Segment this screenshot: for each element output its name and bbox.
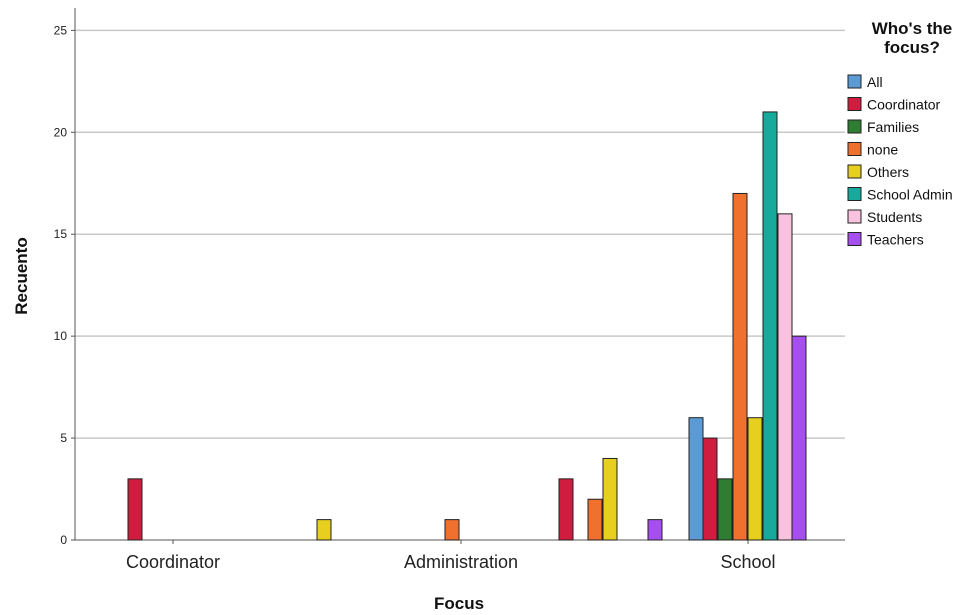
bar-school-school-admin <box>762 111 778 541</box>
bar-school-students <box>777 213 793 541</box>
legend-label-all: All <box>867 74 883 90</box>
y-tick-label-10: 10 <box>54 329 68 343</box>
legend-label-none: none <box>867 142 898 158</box>
y-tick-label-0: 0 <box>60 533 67 547</box>
bar-coordinator-coordinator <box>127 478 143 541</box>
y-tick-label-20: 20 <box>54 125 68 139</box>
bar-school-others <box>747 417 763 541</box>
legend-swatch-school-admin <box>847 187 862 201</box>
bars <box>127 111 807 541</box>
bar-administration-others <box>602 457 618 541</box>
legend-label-school-admin: School Admin <box>867 187 953 203</box>
x-axis-title: Focus <box>434 594 484 613</box>
legend: Who's the focus? All Coordinator Families n… <box>847 19 953 248</box>
legend-swatch-students <box>847 209 862 224</box>
gridlines <box>75 29 845 439</box>
legend-swatch-teachers <box>847 232 862 246</box>
bar-administration-teachers <box>647 519 663 541</box>
legend-label-students: Students <box>867 209 922 225</box>
bar-administration-none <box>587 498 603 541</box>
legend-label-families: Families <box>867 119 919 135</box>
legend-swatch-all <box>847 74 862 89</box>
legend-label-others: Others <box>867 164 909 180</box>
bar-administration-none <box>444 519 460 541</box>
y-tick-label-15: 15 <box>54 227 68 241</box>
legend-swatch-coordinator <box>847 97 862 111</box>
x-category-labels: Coordinator Administration School <box>126 552 776 572</box>
y-axis-title: Recuento <box>12 237 31 314</box>
x-category-label-coordinator: Coordinator <box>126 552 220 572</box>
x-category-label-school: School <box>720 552 775 572</box>
bar-school-teachers <box>791 335 807 541</box>
bar-school-all <box>688 417 704 541</box>
axes <box>71 8 845 544</box>
y-tick-label-25: 25 <box>54 23 68 37</box>
legend-swatch-others <box>847 164 862 179</box>
legend-title-line-2: focus? <box>884 38 940 57</box>
y-tick-label-5: 5 <box>60 431 67 445</box>
bar-coordinator-others <box>316 519 332 541</box>
bar-school-none <box>732 192 748 541</box>
legend-label-teachers: Teachers <box>867 232 924 248</box>
x-category-label-administration: Administration <box>404 552 518 572</box>
y-tick-labels: 0 5 10 15 20 25 <box>54 23 68 547</box>
legend-swatch-none <box>847 142 862 156</box>
bar-school-families <box>717 478 733 541</box>
legend-swatch-families <box>847 119 862 134</box>
legend-label-coordinator: Coordinator <box>867 97 940 113</box>
bar-administration-coordinator <box>558 478 574 541</box>
legend-title-line-1: Who's the <box>872 19 953 38</box>
bar-school-coordinator <box>702 437 718 541</box>
